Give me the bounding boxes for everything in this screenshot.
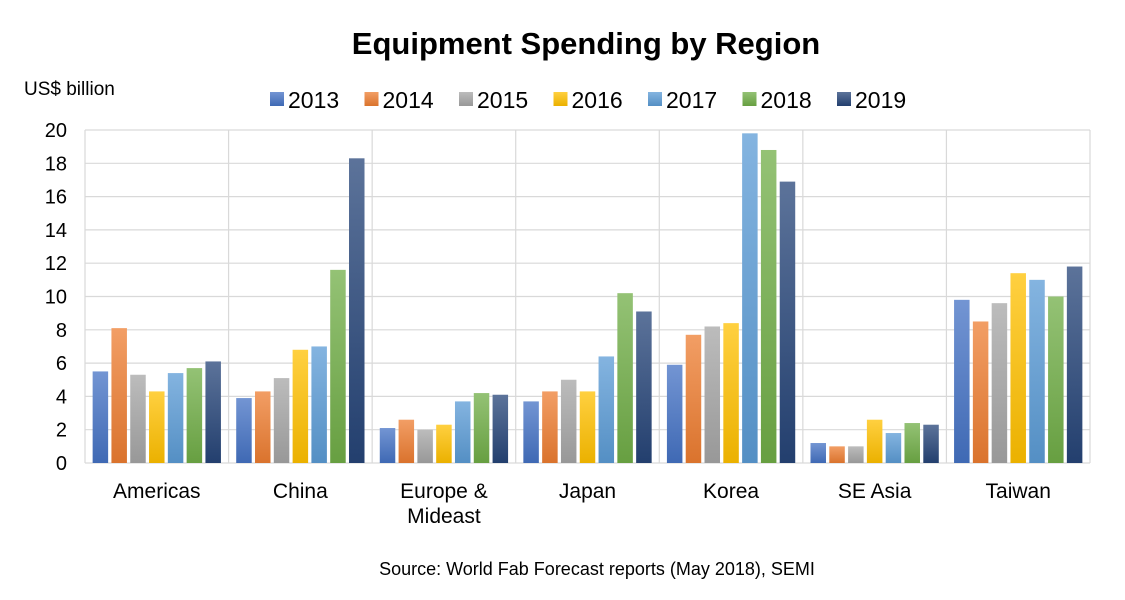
bar-2015 [130, 374, 146, 463]
category-label: Europe & Mideast [400, 480, 488, 528]
bar-2018 [904, 423, 920, 463]
y-tick-label: 18 [45, 153, 67, 175]
chart-title: Equipment Spending by Region [352, 26, 820, 61]
bar-2018 [760, 149, 777, 464]
bar-2014 [972, 321, 989, 463]
category-label: SE Asia [838, 480, 912, 503]
category-label-line: China [273, 480, 328, 503]
y-tick-label: 10 [45, 287, 67, 309]
bar-2019 [1066, 266, 1083, 463]
bar-2014 [685, 334, 702, 463]
y-unit-label: US$ billion [24, 79, 115, 100]
bar-2017 [311, 346, 327, 463]
bar-2019 [205, 361, 221, 463]
legend-swatch [270, 92, 284, 106]
source-note: Source: World Fab Forecast reports (May … [379, 559, 815, 579]
bar-2016 [579, 391, 596, 463]
bars [92, 133, 1083, 464]
category-label: China [273, 480, 328, 503]
bar-2016 [436, 424, 452, 463]
bar-2014 [829, 446, 845, 463]
bar-2019 [923, 424, 939, 463]
y-axis-ticks: 0 2 4 6 8 10 12 14 16 18 20 [45, 120, 67, 475]
legend-label: 2014 [383, 87, 434, 113]
bar-2016 [1010, 273, 1026, 463]
category-label: Americas [113, 480, 201, 503]
y-tick-label: 8 [56, 320, 67, 342]
bar-2013 [810, 443, 826, 463]
bar-2015 [273, 378, 290, 463]
bar-2015 [560, 379, 577, 463]
y-tick-label: 6 [56, 353, 67, 375]
category-label-line: Korea [703, 480, 759, 503]
category-label-line: Europe & [400, 480, 488, 503]
legend-label: 2015 [477, 87, 528, 113]
y-tick-label: 4 [56, 386, 67, 408]
bar-2018 [330, 269, 346, 463]
bar-2019 [492, 394, 509, 463]
bar-2015 [417, 429, 433, 463]
legend-label: 2017 [666, 87, 717, 113]
category-label-line: Taiwan [986, 480, 1051, 503]
bar-2019 [779, 181, 796, 464]
legend-swatch [742, 92, 757, 106]
bar-2016 [292, 349, 309, 463]
bar-2017 [167, 373, 184, 463]
category-label-line: Americas [113, 480, 201, 503]
category-label-line: SE Asia [838, 480, 912, 503]
y-tick-label: 16 [45, 187, 67, 209]
bar-2013 [236, 398, 252, 463]
legend-swatch [364, 92, 379, 106]
bar-2014 [542, 391, 558, 463]
x-axis-labels: Americas China Europe & Mideast Japan Korea SE… [113, 480, 1051, 528]
bar-2016 [866, 419, 883, 463]
bar-2015 [704, 326, 721, 463]
bar-2018 [617, 293, 633, 463]
legend-swatch [459, 92, 473, 106]
bar-2014 [255, 391, 271, 463]
gridlines [84, 129, 1091, 464]
legend-label: 2016 [572, 87, 623, 113]
y-tick-label: 12 [45, 253, 67, 275]
bar-2019 [349, 158, 365, 463]
legend-swatch [837, 92, 851, 106]
bar-2017 [1029, 279, 1045, 463]
bar-2013 [379, 428, 396, 463]
bar-2018 [1048, 296, 1064, 463]
bar-2016 [723, 323, 739, 463]
category-label: Japan [559, 480, 616, 503]
bar-2017 [598, 356, 615, 463]
y-tick-label: 0 [56, 453, 67, 475]
bar-2019 [636, 311, 652, 463]
bar-2015 [991, 303, 1008, 463]
bar-2018 [473, 393, 490, 463]
bar-2014 [111, 328, 127, 463]
category-label-line: Mideast [407, 505, 481, 528]
y-tick-label: 20 [45, 120, 67, 142]
bar-2017 [454, 401, 471, 463]
legend-label: 2018 [761, 87, 812, 113]
legend-label: 2019 [855, 87, 906, 113]
bar-2018 [186, 368, 203, 463]
y-tick-label: 14 [45, 220, 67, 242]
category-label: Taiwan [986, 480, 1051, 503]
bar-2013 [954, 299, 970, 463]
legend-swatch [648, 92, 662, 106]
bar-2016 [149, 391, 165, 463]
y-tick-label: 2 [56, 420, 67, 442]
bar-2013 [523, 401, 539, 463]
legend-label: 2013 [288, 87, 339, 113]
legend: 2013 2014 2015 2016 2017 2018 2019 [270, 87, 906, 113]
category-label-line: Japan [559, 480, 616, 503]
bar-2013 [666, 364, 683, 463]
legend-swatch [553, 92, 568, 106]
bar-2013 [92, 371, 109, 463]
bar-2017 [885, 433, 902, 463]
bar-2015 [848, 446, 864, 463]
bar-2017 [742, 133, 758, 463]
category-label: Korea [703, 480, 759, 503]
bar-2014 [398, 419, 415, 463]
